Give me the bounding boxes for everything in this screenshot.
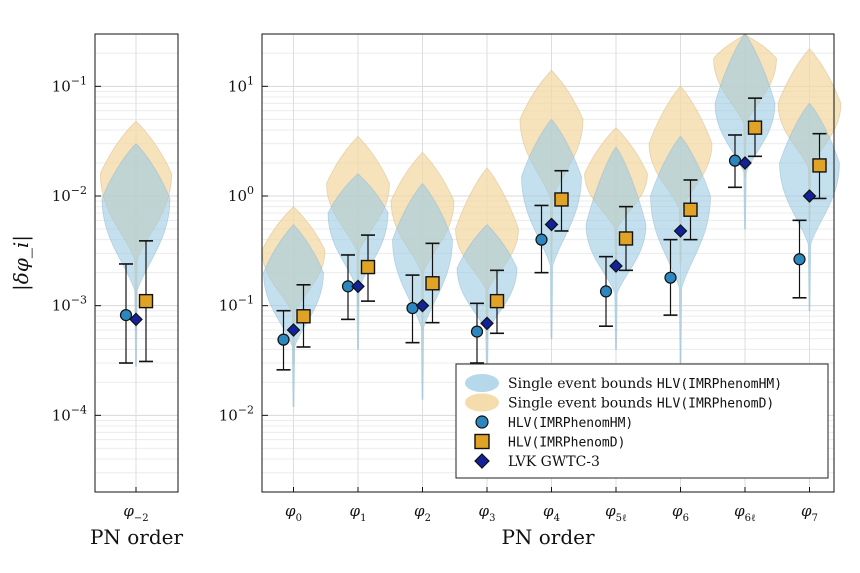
right-xtick-label: φ0 [285,502,302,524]
right-xtick-label: φ6ℓ [734,502,756,524]
right-xtick-label: φ3 [479,502,496,524]
right-marker-hlv-imrphenomhm [793,253,806,266]
right-violin-imrphenomhm [327,173,389,350]
right-xtick-label: φ6 [672,502,689,524]
right-marker-lvk-gwtc3 [351,279,365,294]
right-marker-hlv-imrphenomd [554,192,569,207]
left-marker-hlv-imrphenomd [138,293,154,309]
legend-swatch-d_violin [465,393,499,412]
right-xtick-label: φ7 [801,502,818,524]
right-marker-lvk-gwtc3 [802,189,817,203]
legend-swatch-lvk-marker [474,453,490,469]
left-ytick-label: 10−1 [52,74,87,95]
left-ytick-label: 10−3 [52,294,87,315]
right-marker-hlv-imrphenomd [812,158,827,173]
left-xtick-label: φ−2 [123,502,148,524]
legend-label: Single event bounds HLV(IMRPhenomD) [508,396,774,412]
right-marker-lvk-gwtc3 [673,224,688,238]
legend-label: HLV(IMRPhenomHM) [508,416,633,431]
legend-swatch-hm-marker [475,415,489,429]
y-axis-label: |δφ_i| [9,235,34,291]
right-marker-lvk-gwtc3 [738,156,752,170]
right-marker-hlv-imrphenomhm [664,271,677,284]
right-violin-imrphenomhm [714,33,776,230]
right-xtick-label: φ1 [350,502,367,524]
left-marker-lvk-gwtc3 [129,312,143,327]
right-violin-imrphenomhm [585,146,647,350]
right-xtick-label: φ2 [414,502,431,524]
right-marker-hlv-imrphenomhm [728,154,742,167]
left-marker-hlv-imrphenomhm [119,309,133,322]
right-xtick-label: φ4 [543,502,560,524]
right-marker-lvk-gwtc3 [415,298,430,313]
legend-swatch-d-marker [474,433,490,450]
right-marker-hlv-imrphenomhm [470,325,484,338]
right-ytick-label: 101 [228,74,254,95]
right-violin-imrphenomhm [779,102,840,312]
right-marker-hlv-imrphenomd [296,309,311,324]
right-marker-hlv-imrphenomd [489,293,505,309]
right-frame [261,33,835,493]
right-marker-hlv-imrphenomd [683,202,698,217]
left-violin-imrphenomhm [101,143,171,367]
right-marker-lvk-gwtc3 [480,316,494,331]
right-marker-hlv-imrphenomhm [406,302,419,315]
right-xtick-label: φ5ℓ [605,502,627,524]
right-marker-hlv-imrphenomhm [599,285,613,298]
right-marker-hlv-imrphenomhm [277,333,290,346]
right-marker-hlv-imrphenomd [618,231,634,246]
left-xlabel: PN order [90,525,184,549]
legend-label: LVK GWTC-3 [508,454,600,470]
legend-swatch-hm_violin [465,374,499,392]
right-violin-imrphenomhm [263,223,324,408]
right-ytick-label: 100 [228,184,254,205]
right-marker-hlv-imrphenomd [747,120,763,135]
right-violin-imrphenomhm [392,182,453,400]
left-ytick-label: 10−4 [52,403,87,424]
right-ytick-label: 10−1 [219,294,254,315]
right-marker-hlv-imrphenomd [360,259,376,275]
legend-box [455,363,829,479]
right-violin-imrphenomhm [650,135,711,364]
legend-label: HLV(IMRPhenomD) [508,436,625,451]
right-marker-lvk-gwtc3 [544,217,559,232]
right-ytick-label: 10−2 [219,403,254,424]
legend-label: Single event bounds HLV(IMRPhenomHM) [508,376,782,392]
right-xlabel: PN order [501,525,595,549]
right-marker-lvk-gwtc3 [609,259,623,273]
right-marker-hlv-imrphenomd [425,276,440,291]
left-ytick-label: 10−2 [52,184,87,205]
right-marker-lvk-gwtc3 [286,323,301,337]
right-marker-hlv-imrphenomhm [535,233,548,246]
